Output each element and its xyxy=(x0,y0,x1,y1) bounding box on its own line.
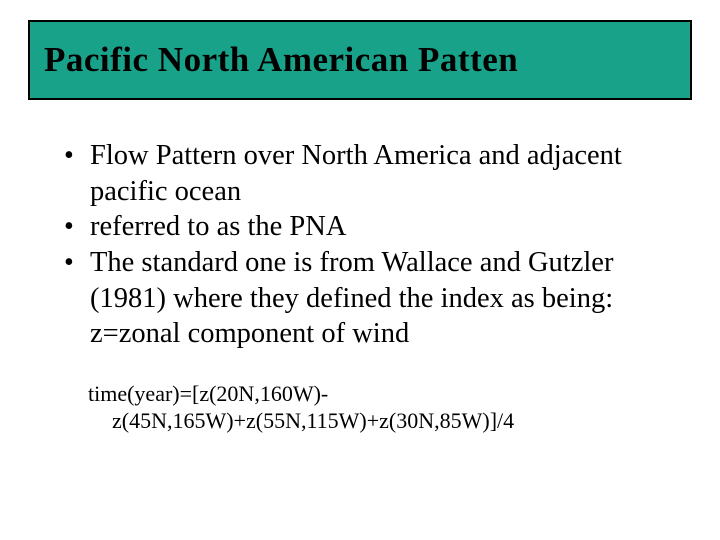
list-item: The standard one is from Wallace and Gut… xyxy=(68,245,692,352)
bullet-list: Flow Pattern over North America and adja… xyxy=(28,138,692,352)
slide: Pacific North American Patten Flow Patte… xyxy=(0,0,720,540)
formula-line-1: time(year)=[z(20N,160W)- xyxy=(88,381,328,406)
title-box: Pacific North American Patten xyxy=(28,20,692,100)
list-item: Flow Pattern over North America and adja… xyxy=(68,138,692,209)
list-item: referred to as the PNA xyxy=(68,209,692,245)
formula-block: time(year)=[z(20N,160W)- z(45N,165W)+z(5… xyxy=(28,380,692,435)
slide-title: Pacific North American Patten xyxy=(44,40,680,80)
formula-line-2: z(45N,165W)+z(55N,115W)+z(30N,85W)]/4 xyxy=(88,407,692,435)
